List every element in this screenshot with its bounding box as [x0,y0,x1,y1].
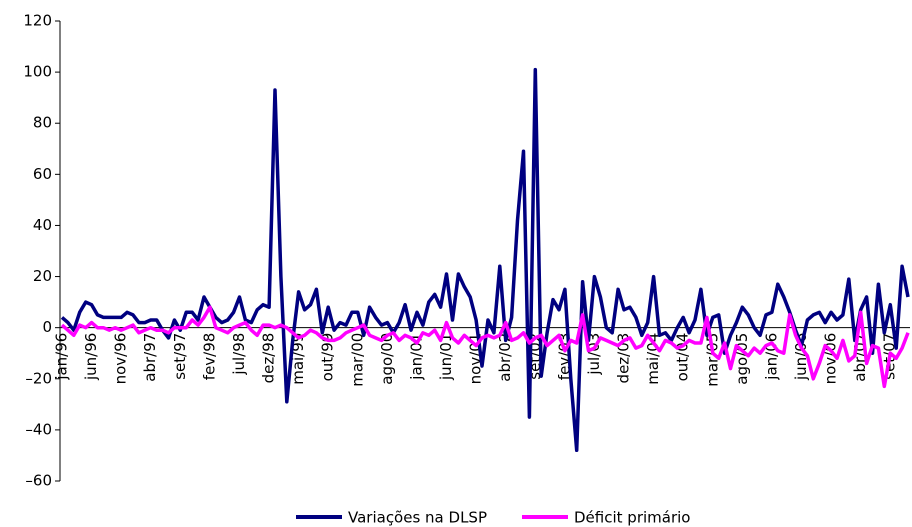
y-tick-label: –60 [25,472,52,490]
x-tick-label: abr/02 [496,333,514,382]
y-tick-label: 60 [33,165,52,183]
x-tick-label: abr/97 [141,333,159,382]
series-line [60,67,910,453]
x-tick-label: jan/01 [407,333,425,381]
x-tick-label: out/04 [674,333,692,382]
x-tick-label: jan/06 [762,333,780,381]
y-tick-label: 20 [33,267,52,285]
x-tick-label: jan/96 [53,333,71,381]
x-tick-label: jun/06 [792,333,810,381]
legend-label: Variações na DLSP [348,509,487,527]
y-tick-label: 120 [23,12,52,30]
y-tick-label: 40 [33,216,52,234]
x-tick-label: jul/98 [230,333,248,376]
x-tick-label: nov/96 [112,333,130,385]
x-tick-label: dez/98 [260,333,278,384]
series-line [60,305,910,389]
y-tick-label: 100 [23,63,52,81]
x-tick-label: jun/01 [437,333,455,381]
y-tick-label: 0 [42,318,52,336]
y-tick-label: –40 [25,420,52,438]
x-tick-label: ago/00 [378,333,396,385]
x-tick-label: mar/00 [348,333,366,387]
x-tick-label: set/97 [171,333,189,380]
x-tick-label: jun/96 [82,333,100,381]
x-tick-label: out/99 [319,333,337,382]
legend-label: Déficit primário [574,509,690,527]
y-tick-label: –20 [25,369,52,387]
x-tick-label: fev/98 [200,333,218,381]
y-tick-label: 80 [33,114,52,132]
x-tick-label: mar/05 [703,333,721,387]
x-tick-label: ago/05 [733,333,751,385]
